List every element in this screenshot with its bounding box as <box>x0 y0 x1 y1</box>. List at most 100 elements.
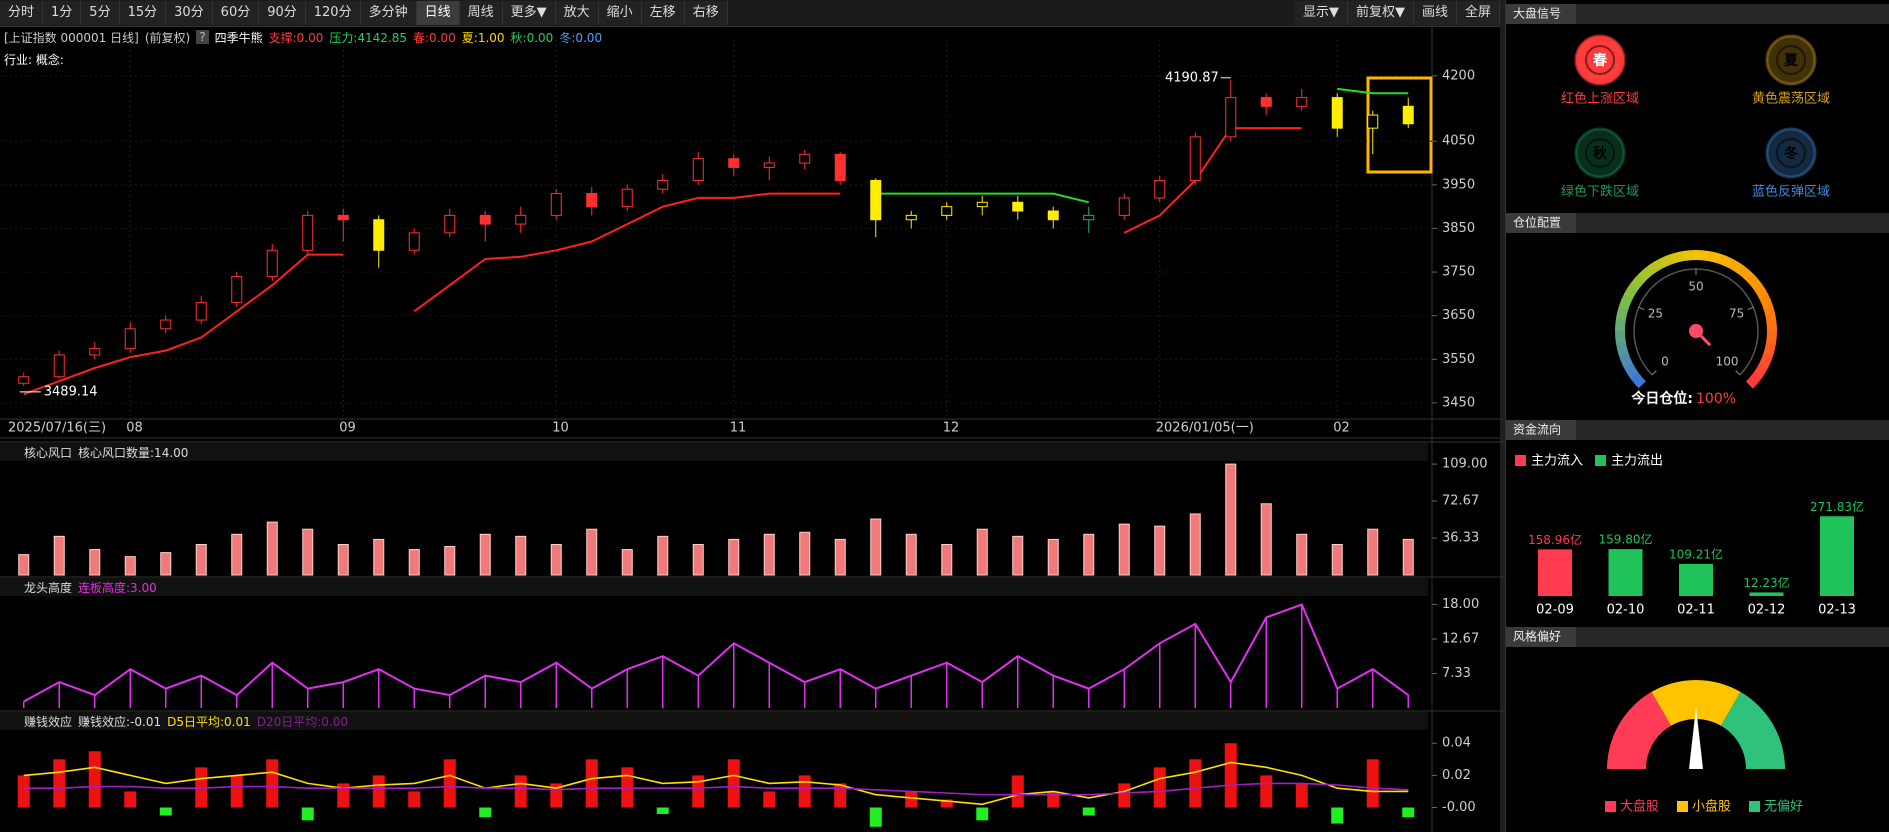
x-tick-label: 02-11 <box>1677 603 1715 618</box>
toolbar-button[interactable]: 前复权▼ <box>1347 1 1414 25</box>
gauge-arc <box>1630 273 1647 290</box>
y-tick-label: 0.04 <box>1442 736 1471 751</box>
gauge-arc <box>1615 341 1629 357</box>
candle-body <box>1296 97 1308 107</box>
style-segment <box>1607 691 1671 769</box>
bar <box>586 528 598 576</box>
gauge-arc <box>1648 258 1665 274</box>
toolbar-button[interactable]: 多分钟 <box>360 1 417 25</box>
bar <box>1047 538 1059 576</box>
y-tick-label: 3850 <box>1442 221 1475 236</box>
candle-body <box>1260 97 1272 107</box>
data-label: 159.80亿 <box>1599 532 1653 547</box>
panel-header: 龙头高度 连板高度:3.00 <box>0 578 1428 596</box>
candle-body <box>586 193 598 208</box>
main-header: [上证指数 000001 日线] (前复权)? 四季牛熊 支撑:0.00 压力:4142… <box>4 28 602 46</box>
toolbar-button[interactable]: 30分 <box>166 1 213 25</box>
toolbar-button[interactable]: 右移 <box>684 1 728 25</box>
signal-icon-ring <box>1776 45 1806 75</box>
y-tick-label: 18.00 <box>1442 597 1479 612</box>
toolbar-button[interactable]: 画线 <box>1413 1 1457 25</box>
bar <box>870 518 882 576</box>
toolbar-button[interactable]: 缩小 <box>598 1 642 25</box>
section-header-bar <box>1506 213 1889 233</box>
x-tick-label: 10 <box>552 421 569 436</box>
legend-swatch <box>1515 455 1526 466</box>
toolbar-button[interactable]: 90分 <box>259 1 306 25</box>
bar <box>514 775 527 808</box>
toolbar-button[interactable]: 120分 <box>305 1 361 25</box>
style-segment <box>1651 680 1741 726</box>
splitter <box>1500 0 1505 832</box>
bar <box>1260 775 1273 808</box>
signal-icon-ring <box>1776 138 1806 168</box>
gauge-arc <box>1763 342 1777 357</box>
y-tick-label: 7.33 <box>1442 666 1471 681</box>
toolbar-button[interactable]: 日线 <box>416 1 460 25</box>
y-tick-label: 3450 <box>1442 395 1475 410</box>
section-title: 大盘信号 <box>1513 6 1561 21</box>
bar <box>1011 775 1024 808</box>
panel-header: 核心风口 核心风口数量:14.00 <box>0 443 1428 461</box>
candle-body <box>976 201 988 208</box>
signal-icon <box>1765 127 1817 179</box>
toolbar-button[interactable]: 周线 <box>459 1 503 25</box>
section-header-tab <box>1506 627 1576 647</box>
gauge-arc <box>1745 372 1762 389</box>
section-header-bar <box>1506 4 1889 24</box>
candle-body <box>799 153 811 164</box>
bar <box>585 759 598 808</box>
toolbar-button[interactable]: 显示▼ <box>1294 1 1348 25</box>
toolbar-button[interactable]: 1分 <box>43 1 82 25</box>
signal-icon <box>1574 34 1626 86</box>
data-label: 109.21亿 <box>1669 546 1723 561</box>
legend-swatch <box>1595 455 1606 466</box>
bar <box>17 775 30 808</box>
toolbar-button[interactable]: 放大 <box>555 1 599 25</box>
candle-body <box>408 232 420 251</box>
candle-body <box>905 214 917 221</box>
legend-label: 主力流入 <box>1531 454 1583 469</box>
signal-icon-text: 冬 <box>1784 145 1798 162</box>
y-tick-label: 36.33 <box>1442 531 1479 546</box>
indicator-line <box>23 603 1409 703</box>
toolbar-button[interactable]: 5分 <box>81 1 120 25</box>
bar <box>1118 783 1131 808</box>
toolbar-button[interactable]: 15分 <box>119 1 167 25</box>
candle-body <box>337 214 349 221</box>
bar <box>443 759 456 808</box>
bar <box>1047 791 1060 808</box>
toolbar-button[interactable]: 60分 <box>212 1 260 25</box>
bar <box>1367 528 1379 576</box>
candle-body <box>692 158 704 181</box>
candle-body <box>444 214 456 234</box>
bar <box>1154 525 1166 576</box>
toolbar: 分时 1分 5分 15分 30分 60分 90分 120分 多分钟 日线 周线 更多▼ 放大 缩小 左移 右移… <box>0 0 1500 27</box>
toolbar-button[interactable]: 左移 <box>641 1 685 25</box>
gauge-arc <box>1753 283 1769 300</box>
bar <box>1538 549 1572 596</box>
y-tick-label: 4200 <box>1442 68 1475 83</box>
candle-body <box>1118 197 1130 216</box>
bar <box>230 775 243 808</box>
toolbar-button[interactable]: 更多▼ <box>502 1 556 25</box>
bar <box>1402 807 1415 818</box>
bar <box>195 543 207 576</box>
bar <box>53 759 66 808</box>
candle-body <box>870 179 882 221</box>
candle-body <box>1012 201 1024 212</box>
candle-body <box>266 249 278 277</box>
gauge-arc <box>1623 282 1639 299</box>
gauge-arc <box>1766 330 1777 345</box>
toolbar-button[interactable]: 全屏 <box>1456 1 1500 25</box>
bar <box>1189 759 1202 808</box>
section-header-tab <box>1506 4 1576 24</box>
bar <box>941 543 953 576</box>
gauge-arc <box>1670 250 1686 264</box>
bar <box>1749 592 1784 596</box>
gauge-tick-label: 25 <box>1648 307 1663 321</box>
toolbar-button[interactable]: 分时 <box>0 1 44 25</box>
candle-body <box>231 275 243 304</box>
gauge-tick <box>1638 306 1645 311</box>
